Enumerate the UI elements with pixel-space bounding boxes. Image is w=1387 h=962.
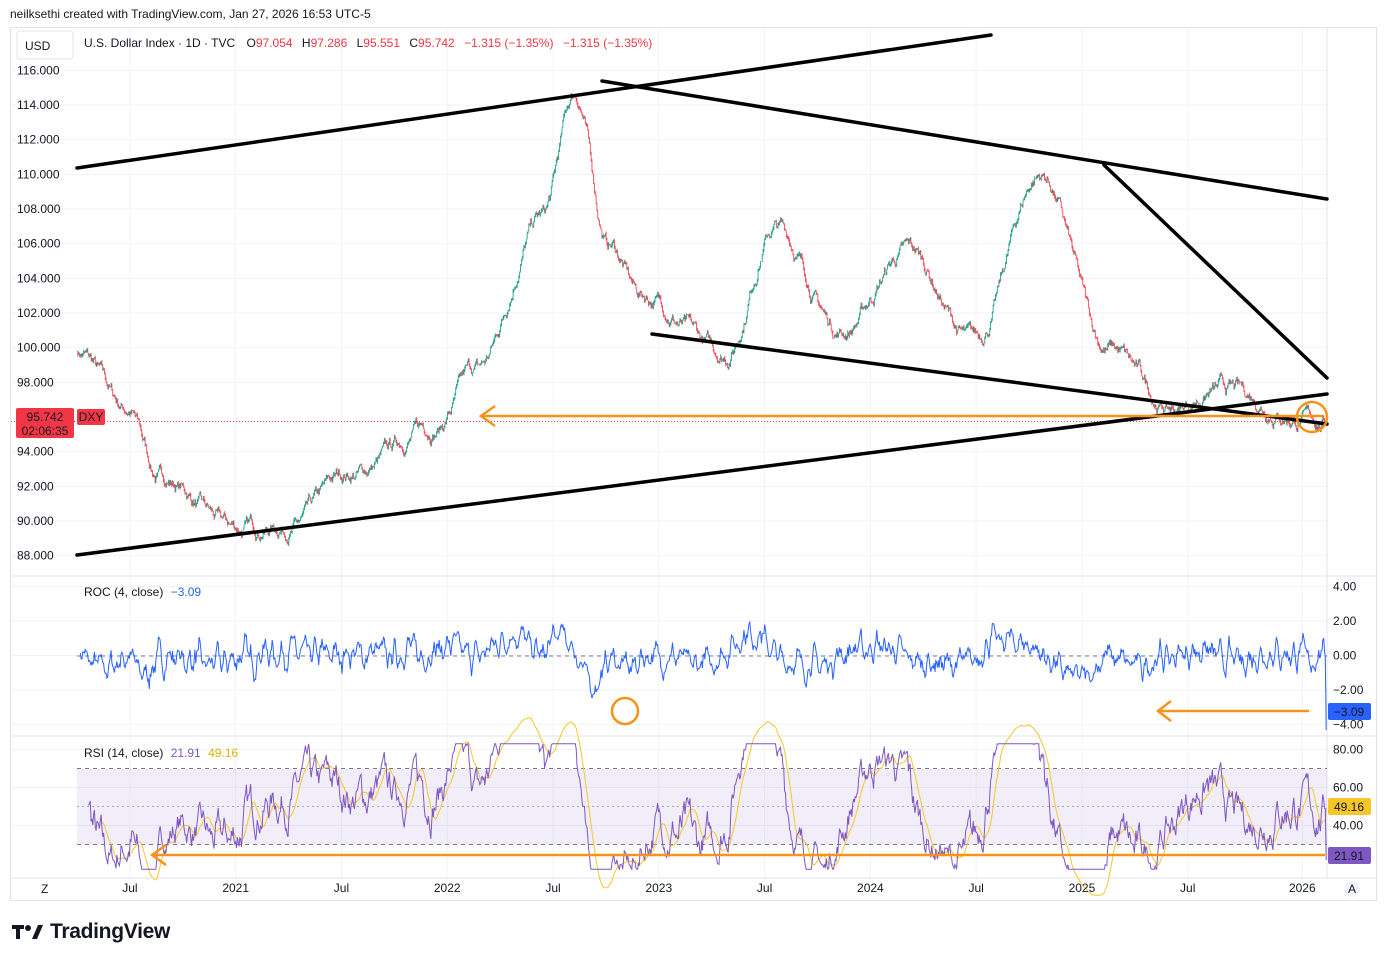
annotation-roc (610, 696, 1309, 726)
ticker-badge: DXY (77, 409, 105, 425)
rsi-legend: RSI (14, close) 21.91 49.16 (84, 746, 238, 760)
tradingview-brand: TradingView (12, 920, 170, 944)
brand-name: TradingView (50, 920, 171, 943)
price-tick-label: 110.000 (17, 167, 60, 181)
rsi-axis-value: 21.91 (1334, 849, 1364, 863)
svg-text:A: A (1348, 882, 1356, 896)
time-tick-label: Jul (757, 881, 772, 895)
time-tick-label: 2025 (1069, 881, 1096, 895)
time-tick-label: Jul (122, 881, 137, 895)
price-tick-label: 104.000 (17, 271, 61, 285)
annotation-arrow-price (478, 400, 1329, 434)
price-tick-label: 98.000 (17, 375, 54, 389)
roc-tick-label: 4.00 (1333, 580, 1357, 594)
time-tick-label: Jul (334, 881, 349, 895)
roc-tick-label: −2.00 (1333, 683, 1364, 697)
price-axis: 116.000 114.000 112.000 110.000 108.000 106.0… (17, 63, 61, 562)
price-tick-label: 90.000 (17, 514, 54, 528)
svg-text:U.S. Dollar Index · 1D · TVC: U.S. Dollar Index · 1D · TVC O97.054 H97… (84, 36, 652, 50)
rsi-tick-label: 60.00 (1333, 781, 1363, 795)
rsi-tick-label: 80.00 (1333, 743, 1363, 757)
chart-frame: 116.000 114.000 112.000 110.000 108.000 106.0… (10, 27, 1377, 901)
annotation-circle-price (1295, 400, 1329, 434)
annotation-circle-roc (610, 696, 640, 726)
price-tick-label: 106.000 (17, 237, 61, 251)
rsi-ma-line (99, 717, 1327, 896)
symbol-label: U.S. Dollar Index · 1D · TVC (84, 36, 235, 50)
currency-button[interactable] (16, 30, 74, 60)
candles (77, 92, 1326, 547)
tradingview-logo-icon (12, 925, 43, 939)
rsi-line (88, 742, 1327, 871)
price-tick-label: 114.000 (17, 98, 60, 112)
trendline-lower-channel (75, 392, 1329, 557)
price-tick-label: 88.000 (17, 549, 54, 563)
last-price-label: 95.742 (27, 410, 64, 424)
countdown-label: 02:06:35 (22, 424, 69, 438)
chart-header: neilksethi created with TradingView.com,… (10, 7, 371, 21)
time-tick-label: 2022 (434, 881, 461, 895)
roc-legend: ROC (4, close) −3.09 (84, 585, 201, 599)
chart-svg[interactable]: 116.000 114.000 112.000 110.000 108.000 106.0… (11, 28, 1376, 900)
time-tick-label: Jul (968, 881, 983, 895)
rsi-value-badge: 21.91 (1328, 847, 1371, 864)
log-scale-toggle[interactable]: Z (41, 882, 48, 896)
roc-axis: 4.00 2.00 0.00 −2.00 −4.00 (1333, 580, 1364, 732)
price-tick-label: 94.000 (17, 445, 54, 459)
time-tick-label: 2021 (222, 881, 249, 895)
main-legend: USD U.S. Dollar Index · 1D · TVC O97.054… (16, 30, 652, 60)
price-tick-label: 116.000 (17, 63, 60, 77)
time-tick-label: Jul (545, 881, 560, 895)
auto-scale-toggle[interactable]: A (1344, 881, 1360, 897)
price-tick-label: 92.000 (17, 479, 54, 493)
time-tick-label: 2024 (857, 881, 884, 895)
time-axis: Jul 2021 Jul 2022 Jul 2023 Jul 2024 Jul 2025 Jul 20… (122, 881, 1316, 895)
price-tick-label: 108.000 (17, 202, 61, 216)
price-badge: 95.742 02:06:35 (16, 408, 74, 438)
roc-tick-label: −4.00 (1333, 717, 1364, 731)
time-tick-label: 2023 (645, 881, 672, 895)
rsi-tick-label: 40.00 (1333, 819, 1363, 833)
price-tick-label: 102.000 (17, 306, 61, 320)
ticker-label: DXY (79, 410, 104, 424)
price-tick-label: 100.000 (17, 341, 61, 355)
trendline-upper-channel (75, 33, 993, 170)
rsi-ma-badge: 49.16 (1328, 798, 1371, 815)
roc-axis-value: −3.09 (1334, 705, 1365, 719)
annotation-rsi (149, 843, 1325, 867)
roc-tick-label: 0.00 (1333, 649, 1357, 663)
roc-tick-label: 2.00 (1333, 614, 1357, 628)
trendline-descending-bottom (650, 332, 1329, 426)
roc-value-badge: −3.09 (1328, 703, 1371, 720)
rsi-axis: 80.00 60.00 40.00 (1333, 743, 1363, 833)
trendline-wedge-top (1102, 163, 1329, 380)
trendline-descending-top (600, 79, 1329, 201)
rsi-ma-axis-value: 49.16 (1334, 800, 1364, 814)
price-tick-label: 112.000 (17, 133, 60, 147)
time-tick-label: Jul (1180, 881, 1195, 895)
roc-line (79, 620, 1327, 731)
trendlines (75, 33, 1329, 557)
svg-text:USD: USD (25, 39, 51, 53)
time-tick-label: 2026 (1289, 881, 1316, 895)
